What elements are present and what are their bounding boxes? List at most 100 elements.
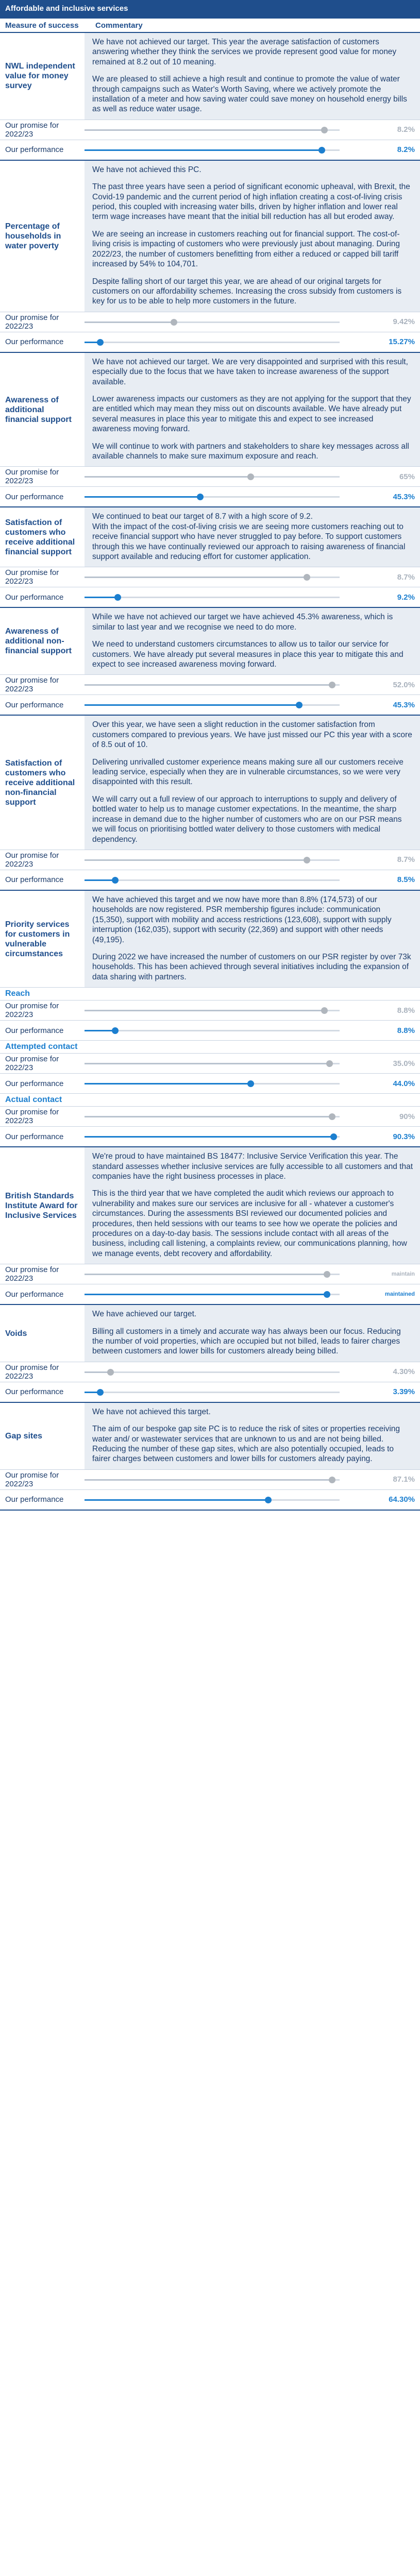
measure-section: Awareness of additional non-financial su…: [0, 608, 420, 716]
commentary-paragraph: We have not achieved our target. We are …: [92, 357, 408, 386]
measure-row: Satisfaction of customers who receive ad…: [0, 507, 420, 567]
progress-fill: [85, 341, 100, 343]
performance-row: Our performance 8.2%: [0, 139, 420, 160]
performance-row: Our performance maintained: [0, 1284, 420, 1304]
progress-track: [83, 1021, 380, 1040]
sub-measure-heading: Reach: [0, 987, 420, 1000]
section-banner: Affordable and inclusive services: [0, 0, 420, 19]
commentary-cell: We have not achieved our target. This ye…: [83, 33, 420, 120]
progress-bar: [85, 1291, 340, 1298]
progress-fill: [85, 684, 332, 686]
progress-track: [83, 1001, 380, 1020]
progress-fill: [85, 149, 322, 151]
measures-table: NWL independent value for money survey We…: [0, 33, 420, 1511]
performance-label: Our performance: [5, 1132, 64, 1141]
promise-row: Our promise for 2022/23 90%: [0, 1106, 420, 1126]
measure-title: Percentage of households in water povert…: [5, 222, 61, 250]
performance-row: Our performance 64.30%: [0, 1489, 420, 1510]
progress-marker: [295, 702, 303, 709]
performance-row: Our performance 44.0%: [0, 1073, 420, 1093]
sub-measure-heading: Actual contact: [0, 1093, 420, 1106]
promise-row: Our promise for 2022/23 87.1%: [0, 1469, 420, 1489]
performance-value: 64.30%: [389, 1495, 415, 1504]
progress-marker: [114, 594, 122, 601]
performance-value: 8.8%: [397, 1026, 415, 1035]
promise-row: Our promise for 2022/23 8.7%: [0, 849, 420, 870]
progress-bar: [85, 1007, 340, 1014]
performance-label: Our performance: [5, 875, 64, 885]
commentary-paragraph: We have achieved this target and we now …: [92, 895, 392, 944]
progress-bar: [85, 318, 340, 326]
measure-title: Voids: [5, 1329, 27, 1338]
progress-bar: [85, 1271, 340, 1278]
progress-marker: [329, 682, 336, 689]
sub-measure-heading: Attempted contact: [0, 1040, 420, 1053]
progress-fill: [85, 1479, 332, 1481]
performance-label: Our performance: [5, 492, 64, 501]
promise-value: 8.7%: [397, 855, 415, 865]
commentary-cell: Over this year, we have seen a slight re…: [83, 716, 420, 850]
progress-marker: [318, 146, 326, 154]
progress-bar: [85, 1133, 340, 1141]
progress-fill: [85, 577, 307, 579]
progress-fill: [85, 1116, 332, 1118]
progress-bar: [85, 1388, 340, 1396]
commentary-paragraph: Lower awareness impacts our customers as…: [92, 394, 411, 434]
progress-marker: [303, 574, 310, 581]
commentary-cell: We have not achieved this PC. The past th…: [83, 160, 420, 312]
progress-marker: [247, 473, 254, 481]
measure-row: Gap sites We have not achieved this targe…: [0, 1402, 420, 1469]
commentary-paragraph: We are seeing an increase in customers r…: [92, 229, 400, 269]
measure-section: NWL independent value for money survey We…: [0, 33, 420, 161]
progress-marker: [329, 1113, 336, 1121]
progress-track: [83, 1074, 380, 1093]
performance-label: Our performance: [5, 1079, 64, 1088]
commentary-paragraph: We will carry out a full review of our a…: [92, 794, 402, 844]
commentary-paragraph: During 2022 we have increased the number…: [92, 952, 411, 981]
commentary-paragraph: While we have not achieved our target we…: [92, 613, 393, 632]
progress-bar: [85, 1476, 340, 1483]
progress-bar: [85, 1113, 340, 1121]
performance-label: Our performance: [5, 337, 64, 347]
progress-track: [83, 587, 380, 607]
progress-fill: [85, 879, 115, 881]
progress-bar: [85, 1368, 340, 1376]
performance-value: 90.3%: [393, 1132, 415, 1141]
progress-fill: [85, 1371, 110, 1373]
promise-value: 65%: [399, 472, 415, 481]
measure-row: Awareness of additional financial suppor…: [0, 352, 420, 467]
measure-title: Satisfaction of customers who receive ad…: [5, 518, 75, 556]
progress-bar: [85, 126, 340, 133]
commentary-column-header: Commentary: [95, 21, 143, 30]
progress-fill: [85, 1083, 250, 1085]
measure-cell: Satisfaction of customers who receive ad…: [0, 716, 83, 849]
promise-label: Our promise for 2022/23: [5, 1265, 59, 1283]
commentary-paragraph: The aim of our bespoke gap site PC is to…: [92, 1425, 400, 1464]
performance-row: Our performance 8.8%: [0, 1020, 420, 1040]
promise-label: Our promise for 2022/23: [5, 1055, 59, 1073]
promise-label: Our promise for 2022/23: [5, 676, 59, 694]
measure-cell: Voids: [0, 1305, 83, 1362]
promise-value: 4.30%: [393, 1367, 415, 1377]
measure-cell: Percentage of households in water povert…: [0, 161, 83, 312]
progress-track: [83, 1362, 380, 1382]
commentary-cell: We continued to beat our target of 8.7 w…: [83, 507, 420, 567]
promise-value: 52.0%: [393, 680, 415, 689]
promise-label: Our promise for 2022/23: [5, 1363, 59, 1381]
promise-row: Our promise for 2022/23 maintain: [0, 1264, 420, 1284]
performance-label: Our performance: [5, 1495, 64, 1504]
promise-label: Our promise for 2022/23: [5, 851, 59, 869]
measure-section: Gap sites We have not achieved this targe…: [0, 1402, 420, 1511]
measure-section: Awareness of additional financial suppor…: [0, 352, 420, 508]
performance-value: 44.0%: [393, 1079, 415, 1088]
progress-track: [83, 332, 380, 352]
progress-marker: [112, 876, 119, 884]
performance-row: Our performance 45.3%: [0, 694, 420, 715]
progress-fill: [85, 1499, 268, 1501]
measure-section: British Standards Institute Award for In…: [0, 1147, 420, 1306]
commentary-cell: We have achieved our target. Billing all …: [83, 1305, 420, 1362]
commentary-paragraph: The past three years have seen a period …: [92, 182, 410, 222]
promise-value: 9.42%: [393, 317, 415, 327]
measure-title: Priority services for customers in vulne…: [5, 920, 70, 958]
performance-label: Our performance: [5, 1387, 64, 1397]
